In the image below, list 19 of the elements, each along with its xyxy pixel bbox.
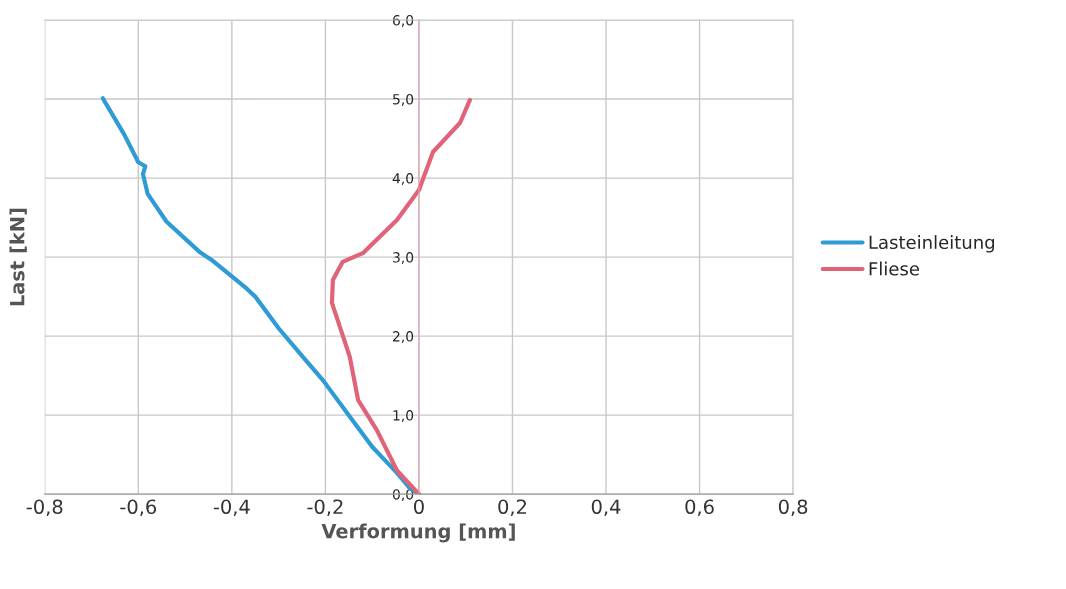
legend-label: Fliese (869, 261, 919, 276)
y-tick-label: 2,0 (393, 331, 414, 344)
x-tick-label: 0 (414, 499, 424, 515)
y-axis-title: Last [kN] (9, 208, 27, 306)
y-tick-label: 1,0 (393, 410, 414, 423)
x-tick-label: 0,4 (591, 499, 621, 517)
x-tick-label: -0,6 (120, 499, 157, 517)
x-tick-label: -0,8 (26, 499, 63, 517)
y-tick-label: 5,0 (393, 94, 414, 106)
y-tick-label: 3,0 (393, 252, 414, 264)
y-tick-label: 6,0 (392, 14, 414, 27)
x-tick-label: -0,2 (307, 499, 343, 517)
x-axis-title: Verformung [mm] (321, 523, 515, 543)
x-tick-label: 0,6 (685, 499, 714, 517)
y-tick-label: 4,0 (392, 173, 414, 185)
x-tick-label: 0,2 (498, 499, 526, 517)
legend-label: Lasteinleitung (869, 235, 995, 253)
x-tick-label: -0,4 (213, 499, 250, 517)
x-tick-label: 0,8 (778, 499, 808, 517)
